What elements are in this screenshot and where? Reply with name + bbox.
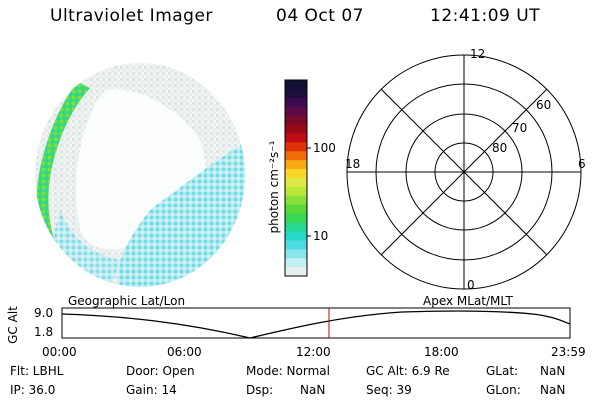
colorbar-segment: [285, 106, 307, 117]
timeline-right-title: Apex MLat/MLT: [423, 294, 513, 308]
colorbar-segment: [285, 213, 307, 224]
gc-altitude-info: GC Alt: 6.9 Re: [366, 364, 450, 378]
lat-label-70: 70: [512, 121, 528, 135]
colorbar-segment: [285, 80, 307, 90]
colorbar-segment: [285, 186, 307, 197]
colorbar-segment: [285, 124, 307, 134]
observation-date: 04 Oct 07: [276, 6, 364, 26]
altitude-timeline: [61, 307, 571, 339]
colorbar-segment: [285, 195, 307, 206]
mlt-label-0: 0: [467, 278, 475, 292]
colorbar-segment: [285, 133, 307, 143]
colorbar-segment: [285, 267, 307, 277]
colorbar-segment: [285, 258, 307, 268]
colorbar-tick-10: 10: [313, 229, 329, 243]
polar-grid: [346, 54, 582, 290]
glon-label: GLon:: [486, 383, 521, 397]
lat-label-80: 80: [492, 141, 508, 155]
mode-info: Mode: Normal: [246, 364, 330, 378]
timeline-xtick-2359: 23:59: [551, 345, 586, 359]
glon-value: NaN: [540, 383, 566, 397]
auroral-image: [35, 63, 245, 287]
colorbar-segment: [285, 249, 307, 259]
colorbar-segment: [285, 222, 307, 232]
colorbar-segment: [285, 88, 307, 99]
timeline-ylabel: GC Alt: [5, 306, 20, 344]
ip-info: IP: 36.0: [10, 383, 56, 397]
colorbar-segment: [285, 231, 307, 241]
timeline-xtick-1800: 18:00: [424, 345, 459, 359]
colorbar-segment: [285, 240, 307, 250]
colorbar-segment: [285, 178, 307, 188]
observation-time: 12:41:09 UT: [430, 6, 541, 26]
door-info: Door: Open: [126, 364, 195, 378]
colorbar-segment: [285, 142, 307, 152]
timeline-ytick-max: 9.0: [34, 306, 54, 320]
sequence-info: Seq: 39: [366, 383, 412, 397]
timeline-left-title: Geographic Lat/Lon: [68, 294, 186, 308]
filter-info: Flt: LBHL: [10, 364, 64, 378]
colorbar-segment: [285, 160, 307, 170]
colorbar-segment: [285, 97, 307, 108]
colorbar-tick-100: 100: [313, 141, 336, 155]
mlt-label-18: 18: [345, 157, 361, 171]
colorbar-segment: [285, 204, 307, 215]
colorbar-segment: [285, 169, 307, 179]
glat-label: GLat:: [486, 364, 519, 378]
colorbar-segment: [285, 151, 307, 161]
mlt-label-12: 12: [470, 47, 486, 61]
color-scale-bar: [284, 79, 311, 277]
timeline-ytick-min: 1.8: [34, 325, 54, 339]
timeline-xtick-0600: 06:00: [167, 345, 202, 359]
timeline-xtick-1200: 12:00: [296, 345, 331, 359]
glat-value: NaN: [540, 364, 566, 378]
dsp-value: NaN: [300, 383, 326, 397]
colorbar-unit-label: photon cm⁻²s⁻¹: [267, 140, 281, 234]
lat-label-60: 60: [536, 98, 552, 112]
gain-info: Gain: 14: [126, 383, 177, 397]
instrument-title: Ultraviolet Imager: [50, 6, 213, 26]
mlt-label-6: 6: [578, 157, 586, 171]
timeline-xtick-0000: 00:00: [42, 345, 77, 359]
colorbar-segment: [285, 115, 307, 126]
dsp-label: Dsp:: [246, 383, 274, 397]
